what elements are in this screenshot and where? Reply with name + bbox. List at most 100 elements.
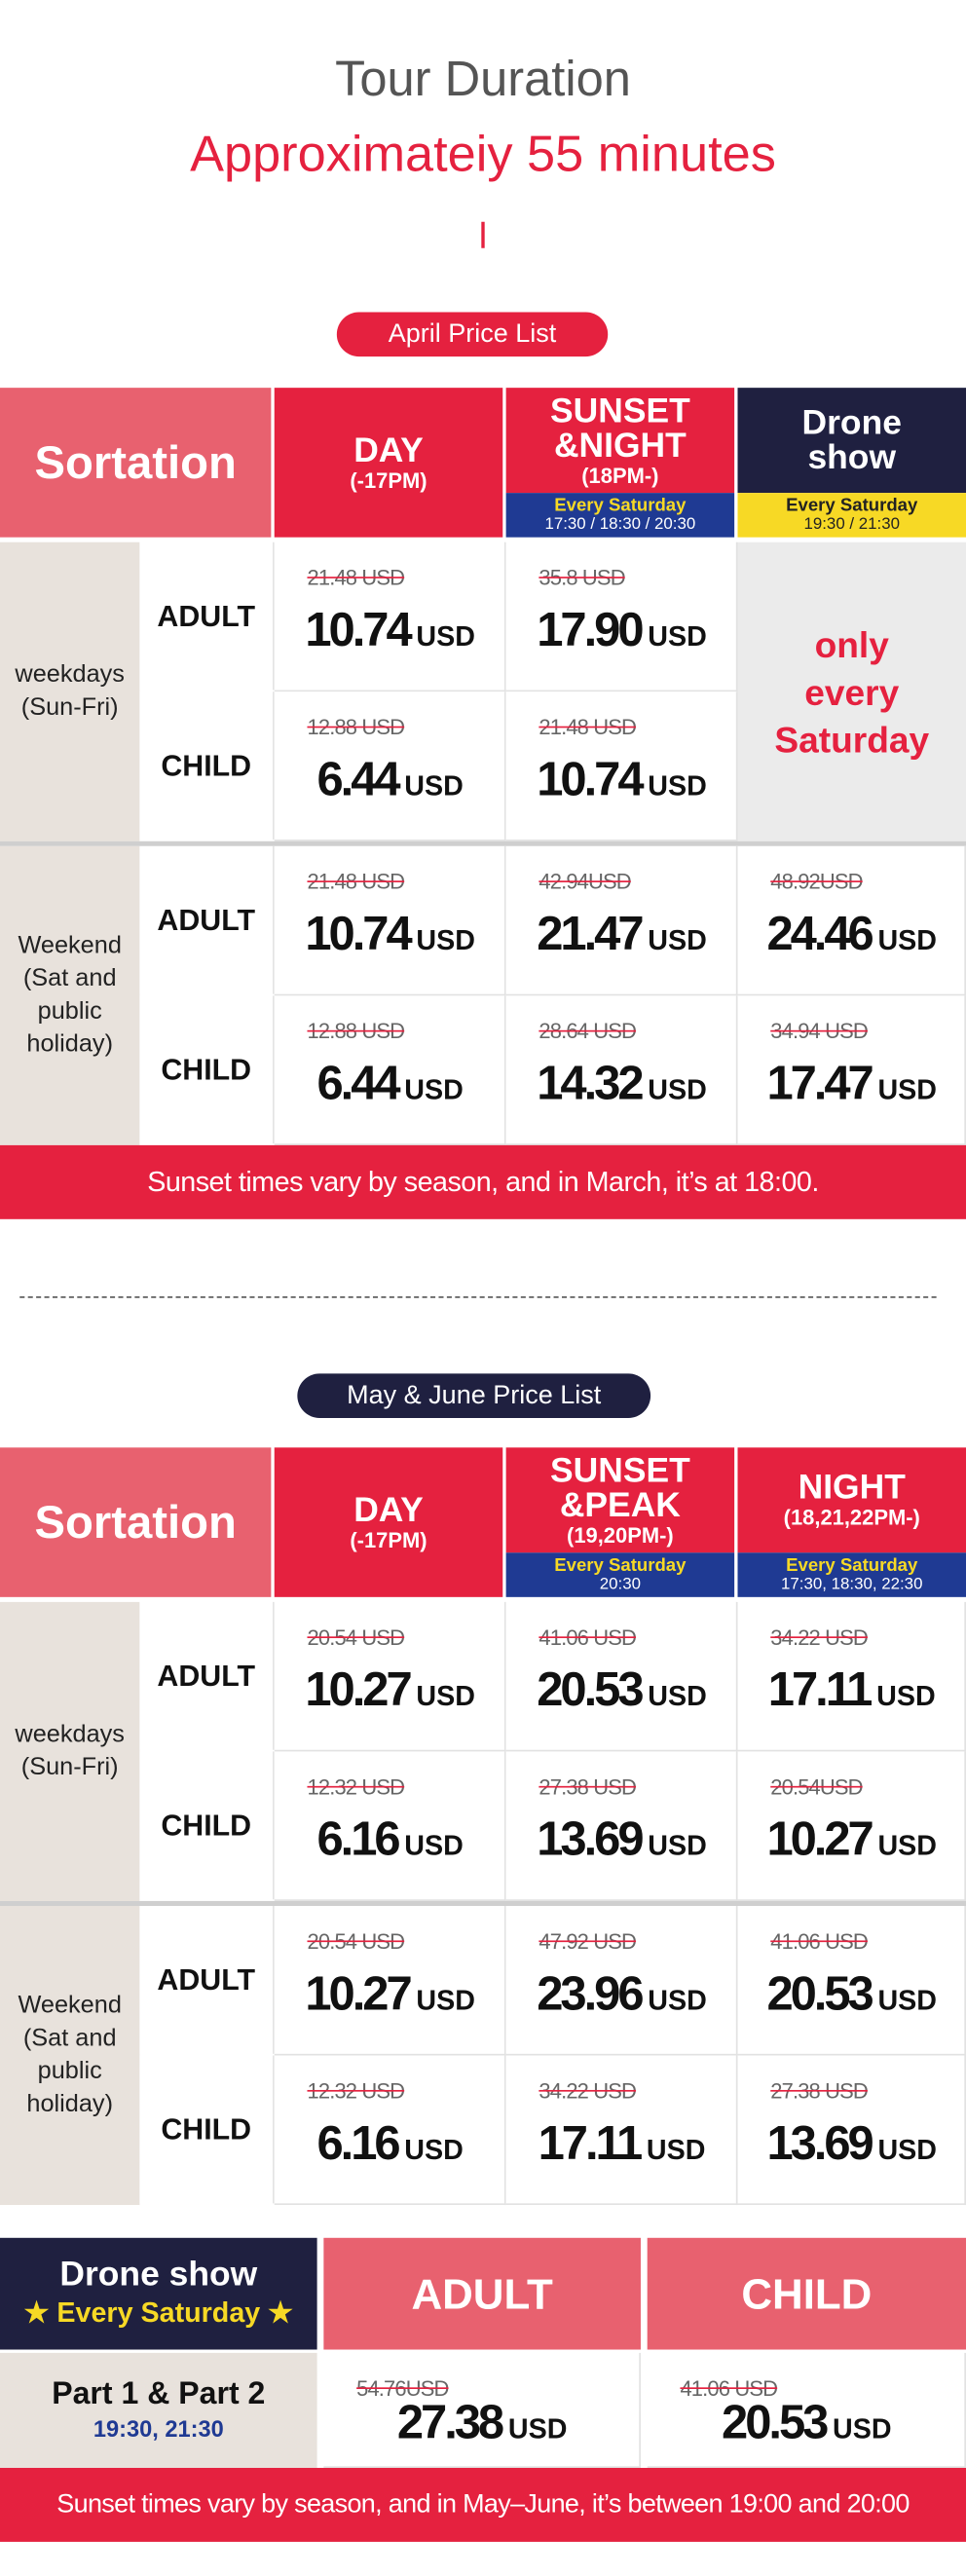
price-cell: 54.76USD 27.38 USD (323, 2352, 641, 2468)
price: 20.53 (537, 1663, 644, 1717)
column-header: DAY (-17PM) (274, 388, 503, 538)
price-cell: 48.92USD 24.46 USD (737, 845, 966, 996)
drone-header: Drone show ★ Every Saturday ★ (0, 2237, 317, 2350)
price-cell: 34.94 USD 17.47 USD (737, 995, 966, 1145)
group-label-line: (Sun-Fri) (20, 1753, 119, 1781)
unit: USD (646, 2133, 706, 2165)
group-label-line: (Sat and (22, 2024, 117, 2053)
price-row: 10.27 USD (275, 1967, 506, 2022)
group-label: weekdays (Sun-Fri) (0, 1601, 140, 1901)
price-cell: 35.8 USD 17.90 USD (505, 541, 738, 692)
saturday-note-line: every (804, 671, 900, 713)
old-price: 12.32 USD (307, 2078, 405, 2104)
price-row: 10.74 USD (275, 908, 506, 962)
old-price: 48.92USD (770, 869, 863, 894)
price-cell: 27.38 USD 13.69 USD (737, 2055, 966, 2206)
old-price: 41.06 USD (770, 1928, 869, 1954)
price-cell: 21.48 USD 10.74 USD (274, 541, 506, 692)
column-header: Sortation (0, 388, 272, 538)
column-title: &NIGHT (553, 426, 687, 465)
schedule-text: Every Saturday (786, 495, 918, 515)
price: 20.53 (766, 1967, 873, 2021)
footer-note: Sunset times vary by season, and in May–… (0, 2467, 966, 2542)
footer-note: Sunset times vary by season, and in Marc… (0, 1144, 966, 1219)
price-row: 13.69 USD (506, 1813, 738, 1868)
unit: USD (648, 619, 707, 652)
price: 10.74 (305, 604, 412, 656)
schedule-text: Every Saturday (554, 1554, 687, 1576)
price: 27.38 (396, 2397, 504, 2450)
column-title: DAY (353, 430, 424, 469)
price-row: 14.32 USD (506, 1058, 738, 1112)
price-cell: 12.32 USD 6.16 USD (274, 2055, 506, 2206)
schedule-bar: Every Saturday 17:30 / 18:30 / 20:30 (505, 493, 735, 538)
price-cell: 34.22 USD 17.11 USD (737, 1601, 966, 1752)
unit: USD (416, 619, 475, 652)
old-price: 21.48 USD (307, 869, 405, 894)
old-price: 21.48 USD (307, 565, 405, 590)
group-label-line: weekdays (15, 660, 125, 689)
group-label-line: public (37, 997, 102, 1026)
column-title: (-17PM) (350, 1527, 427, 1552)
saturday-note-line: Saturday (774, 719, 930, 761)
unit: USD (877, 1829, 938, 1861)
schedule-text: 19:30 / 21:30 (803, 514, 900, 534)
divider-mark (481, 221, 485, 248)
group-separator (0, 840, 966, 846)
column-title: show (807, 438, 897, 477)
price-cell: 21.48 USD 10.74 USD (274, 845, 506, 996)
tour-duration: Approximateiy 55 minutes (190, 125, 776, 183)
price-cell: 12.88 USD 6.44 USD (274, 691, 506, 841)
price: 10.27 (305, 1967, 412, 2021)
old-price: 41.06 USD (680, 2375, 778, 2401)
unit: USD (404, 1073, 464, 1105)
group-label-line: holiday) (26, 1029, 114, 1059)
price-row: 27.38 USD (323, 2397, 641, 2451)
group-label-line: Weekend (18, 931, 122, 960)
price-row: 21.47 USD (506, 908, 738, 962)
old-price: 27.38 USD (770, 2078, 869, 2104)
drone-times: 19:30, 21:30 (93, 2415, 224, 2442)
group-label-line: weekdays (15, 1720, 125, 1749)
drone-column-header: CHILD (647, 2237, 966, 2350)
drone-title: Drone show (59, 2256, 258, 2295)
saturday-note-line: only (814, 623, 889, 665)
unit: USD (404, 769, 464, 802)
price-row: 10.27 USD (275, 1663, 506, 1718)
price: 6.16 (316, 2116, 400, 2170)
price-row: 6.16 USD (275, 1813, 506, 1868)
price-row: 24.46 USD (737, 908, 966, 962)
column-title: NIGHT (798, 1469, 906, 1508)
group-label-line: holiday) (26, 2089, 114, 2118)
ticket-type: CHILD (139, 691, 275, 840)
old-price: 21.48 USD (539, 714, 637, 740)
price-list-label: May & June Price List (297, 1373, 651, 1418)
ticket-type: ADULT (139, 1601, 275, 1750)
price-cell: 41.06 USD 20.53 USD (737, 1906, 966, 2056)
old-price: 41.06 USD (539, 1624, 637, 1650)
column-title: SUNSET (550, 392, 690, 430)
price: 23.96 (537, 1967, 644, 2021)
column-title: (18,21,22PM-) (783, 1505, 920, 1530)
drone-subtitle: ★ Every Saturday ★ (23, 2296, 293, 2329)
group-label-line: (Sat and (22, 964, 117, 992)
old-price: 20.54 USD (307, 1928, 405, 1954)
price-cell: 12.88 USD 6.44 USD (274, 995, 506, 1145)
ticket-type: CHILD (139, 2055, 275, 2204)
price-row: 6.16 USD (275, 2117, 506, 2172)
price-cell: 28.64 USD 14.32 USD (505, 995, 738, 1145)
group-label: weekdays (Sun-Fri) (0, 541, 140, 841)
schedule-text: Every Saturday (786, 1554, 918, 1576)
column-header: SUNSET &NIGHT (18PM-) (505, 388, 735, 494)
price: 6.16 (316, 1812, 400, 1866)
unit: USD (648, 1680, 707, 1712)
price-row: 6.44 USD (275, 754, 506, 808)
ticket-type: ADULT (139, 541, 275, 691)
price: 10.74 (537, 753, 644, 806)
unit: USD (648, 923, 707, 956)
price-row: 10.74 USD (506, 754, 738, 808)
old-price: 20.54 USD (307, 1624, 405, 1650)
old-price: 42.94USD (539, 869, 631, 894)
unit: USD (877, 1984, 938, 2016)
